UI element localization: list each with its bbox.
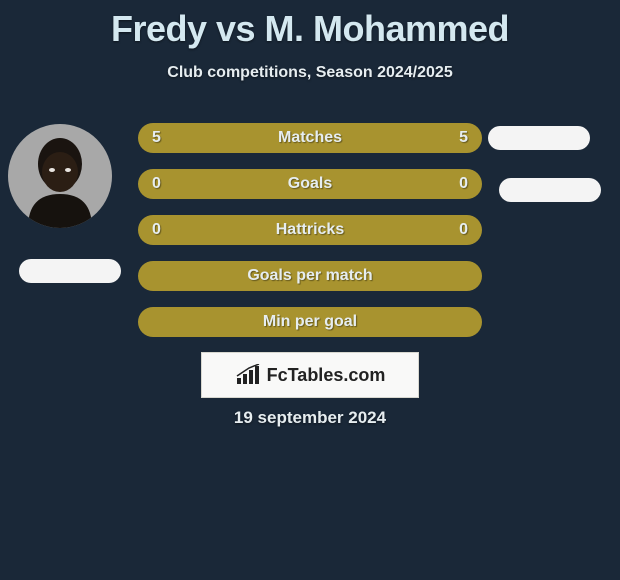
stat-row: 0 Hattricks 0 [138,215,482,245]
stat-label: Hattricks [138,221,482,239]
page-title: Fredy vs M. Mohammed [0,0,620,50]
person-silhouette-icon [8,124,112,228]
stat-row: 0 Goals 0 [138,169,482,199]
brand-box[interactable]: FcTables.com [201,352,419,398]
stat-label: Goals per match [138,267,482,285]
player-right-name-pill-1 [488,126,590,150]
stat-label: Goals [138,175,482,193]
player-left-avatar [8,124,112,228]
stat-label: Matches [138,129,482,147]
player-left-name-pill [19,259,121,283]
stat-row: Goals per match [138,261,482,291]
date-text: 19 september 2024 [0,408,620,428]
bar-chart-icon [235,364,261,386]
stat-row: Min per goal [138,307,482,337]
stat-label: Min per goal [138,313,482,331]
stats-table: 5 Matches 5 0 Goals 0 0 Hattricks 0 Goal… [138,123,482,353]
stat-row: 5 Matches 5 [138,123,482,153]
page-subtitle: Club competitions, Season 2024/2025 [0,64,620,82]
player-right-name-pill-2 [499,178,601,202]
brand-text: FcTables.com [267,365,386,386]
